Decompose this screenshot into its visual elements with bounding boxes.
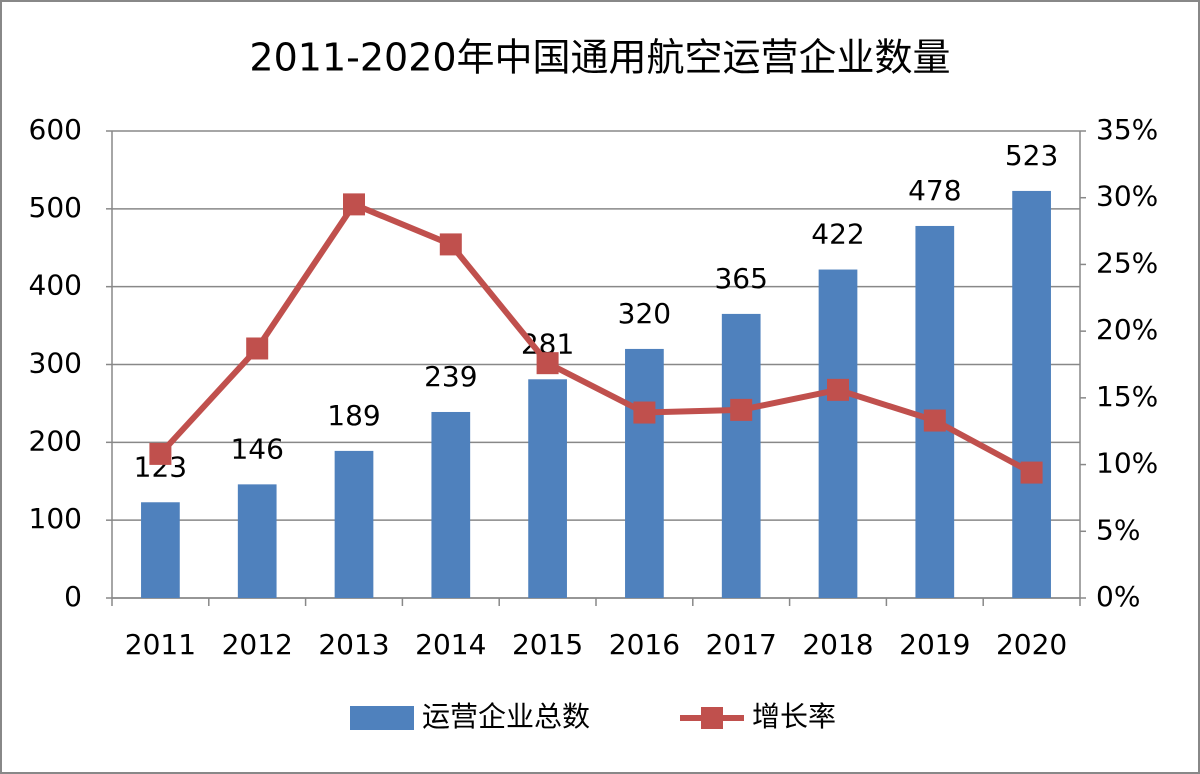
y2-tick-label: 5% <box>1096 513 1140 546</box>
x-tick-label: 2013 <box>318 628 389 661</box>
line-marker <box>827 378 849 401</box>
x-tick-label: 2016 <box>609 628 680 661</box>
y-tick-label: 200 <box>29 424 82 457</box>
line-marker <box>149 442 172 465</box>
data-label: 478 <box>908 174 961 207</box>
line-marker <box>730 398 753 421</box>
y2-tick-label: 35% <box>1096 113 1158 146</box>
x-tick-label: 2017 <box>706 628 777 661</box>
x-tick-label: 2020 <box>996 628 1067 661</box>
bar <box>721 313 761 598</box>
bar <box>431 411 471 598</box>
legend-label: 运营企业总数 <box>422 700 590 733</box>
bar <box>528 379 567 598</box>
x-tick-label: 2012 <box>222 628 293 661</box>
data-label: 320 <box>618 297 671 330</box>
x-tick-label: 2011 <box>125 628 196 661</box>
x-tick-label: 2015 <box>512 628 583 661</box>
line-marker <box>246 337 269 360</box>
bar <box>237 484 277 598</box>
data-label: 523 <box>1005 139 1058 172</box>
legend-swatch <box>701 707 723 729</box>
line <box>158 200 1034 476</box>
chart-title: 2011-2020年中国通用航空运营企业数量 <box>249 36 950 80</box>
line-marker <box>923 409 946 432</box>
y-tick-label: 100 <box>29 502 82 535</box>
y2-tick-label: 0% <box>1096 580 1140 613</box>
line-marker <box>439 233 462 256</box>
data-label: 189 <box>327 399 380 432</box>
y-tick-label: 300 <box>29 347 82 380</box>
y-tick-label: 400 <box>29 269 82 302</box>
data-label: 146 <box>230 432 283 465</box>
legend-label: 增长率 <box>752 700 836 733</box>
x-tick-label: 2014 <box>415 628 486 661</box>
bar <box>818 269 858 598</box>
data-label: 422 <box>811 218 864 251</box>
bar <box>1012 190 1051 598</box>
y2-tick-label: 20% <box>1096 313 1158 346</box>
line-marker <box>1020 461 1043 484</box>
data-label: 239 <box>424 360 477 393</box>
y2-tick-label: 30% <box>1096 180 1158 213</box>
y2-tick-label: 25% <box>1096 246 1158 279</box>
y-tick-label: 0 <box>64 580 82 613</box>
line-marker <box>536 352 559 375</box>
line-marker <box>633 401 656 424</box>
y-tick-label: 600 <box>29 113 82 146</box>
y2-tick-label: 15% <box>1096 380 1158 413</box>
bar <box>625 348 664 598</box>
bar <box>141 502 180 598</box>
line-marker <box>343 193 365 216</box>
bar <box>334 450 374 598</box>
legend-swatch <box>350 706 414 730</box>
x-tick-label: 2018 <box>802 628 873 661</box>
x-tick-label: 2019 <box>899 628 970 661</box>
data-label: 365 <box>714 262 767 295</box>
y2-tick-label: 10% <box>1096 447 1158 480</box>
y-tick-label: 500 <box>29 191 82 224</box>
